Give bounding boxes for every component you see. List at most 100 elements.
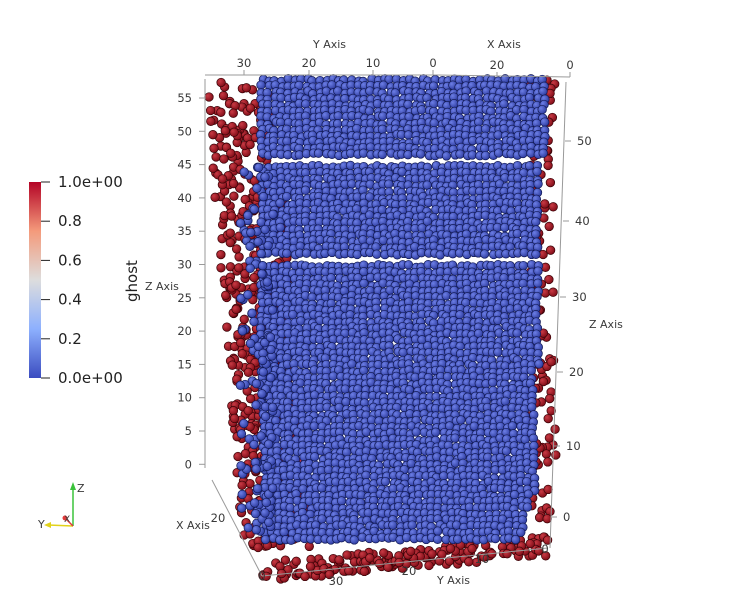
ghost-particle bbox=[525, 539, 535, 549]
left-z-tick-label: 25 bbox=[177, 291, 192, 305]
ghost-particle bbox=[230, 101, 240, 111]
owned-particle bbox=[523, 489, 534, 499]
owned-particle bbox=[249, 439, 259, 450]
ghost-particle bbox=[219, 154, 229, 164]
ghost-particle bbox=[427, 549, 437, 559]
owned-particle bbox=[246, 227, 256, 238]
owned-particle bbox=[379, 409, 390, 419]
orientation-axes-widget[interactable]: Z Y X bbox=[37, 482, 85, 531]
ghost-particle bbox=[544, 221, 554, 232]
ghost-particle bbox=[261, 571, 271, 581]
orientation-z-arrow bbox=[70, 482, 76, 490]
bottom-y-tick-label: 10 bbox=[475, 552, 490, 566]
top-x-axis-title: X Axis bbox=[487, 38, 521, 51]
owned-particle bbox=[480, 150, 491, 161]
ghost-particle bbox=[227, 360, 237, 370]
particle-cloud[interactable] bbox=[204, 73, 561, 584]
ghost-particle bbox=[544, 274, 554, 285]
scalar-bar[interactable]: 1.0e+00 0.8 0.6 0.4 0.2 0.0e+00 ghost bbox=[29, 173, 141, 387]
colorbar-gradient bbox=[29, 182, 41, 378]
owned-particle bbox=[260, 172, 270, 182]
owned-particle bbox=[358, 148, 369, 158]
owned-particle bbox=[417, 223, 427, 233]
ghost-particle bbox=[218, 91, 229, 101]
left-z-tick-label: 15 bbox=[177, 357, 192, 371]
ghost-particle bbox=[245, 103, 256, 113]
bottom-y-axis-title: Y Axis bbox=[436, 574, 470, 587]
owned-particle bbox=[247, 308, 257, 318]
owned-particle bbox=[257, 269, 267, 279]
owned-particle bbox=[243, 290, 253, 300]
owned-particle bbox=[479, 249, 490, 259]
ghost-particle bbox=[379, 548, 389, 558]
ghost-particle bbox=[543, 484, 553, 495]
owned-particle bbox=[512, 328, 522, 338]
ghost-particle bbox=[342, 550, 352, 560]
ghost-particle bbox=[237, 349, 247, 359]
owned-particle bbox=[251, 400, 261, 410]
ghost-particle bbox=[221, 290, 231, 300]
owned-particle bbox=[540, 117, 550, 127]
owned-particle bbox=[333, 111, 343, 121]
owned-particle bbox=[265, 332, 276, 342]
owned-particle bbox=[252, 483, 263, 494]
ghost-particle bbox=[546, 357, 556, 367]
ghost-particle bbox=[383, 562, 393, 572]
owned-particle bbox=[235, 380, 246, 390]
ghost-particle bbox=[231, 280, 241, 290]
owned-particle bbox=[267, 305, 278, 315]
owned-particle bbox=[282, 136, 292, 146]
colorbar-tick-label: 0.6 bbox=[58, 251, 82, 269]
owned-particle bbox=[441, 151, 452, 161]
owned-particle bbox=[516, 527, 526, 537]
owned-particle bbox=[266, 344, 276, 355]
owned-particle bbox=[239, 418, 249, 429]
owned-particle bbox=[377, 149, 387, 160]
ghost-particle bbox=[226, 211, 237, 221]
owned-particle bbox=[301, 248, 312, 258]
ghost-particle bbox=[245, 478, 255, 489]
ghost-particle bbox=[406, 546, 416, 556]
ghost-particle bbox=[437, 549, 447, 559]
owned-particle bbox=[237, 503, 247, 513]
left-z-tick-label: 5 bbox=[185, 424, 192, 438]
ghost-particle bbox=[229, 413, 240, 424]
owned-particle bbox=[336, 533, 347, 543]
owned-particle bbox=[256, 431, 266, 441]
owned-particle bbox=[518, 148, 528, 159]
owned-particle bbox=[268, 483, 278, 493]
ghost-particle bbox=[538, 376, 549, 387]
owned-particle bbox=[252, 183, 262, 193]
ghost-particle bbox=[229, 127, 239, 137]
owned-particle bbox=[236, 461, 246, 471]
owned-particle bbox=[429, 118, 439, 128]
ghost-particle bbox=[220, 126, 230, 136]
owned-particle bbox=[531, 217, 541, 227]
top-y-tick-label: 30 bbox=[237, 56, 252, 70]
ghost-particle bbox=[548, 202, 558, 212]
ghost-particle bbox=[291, 556, 301, 566]
top-x-tick-label: 0 bbox=[566, 58, 573, 72]
owned-particle bbox=[522, 502, 533, 512]
ghost-particle bbox=[542, 514, 552, 524]
owned-particle bbox=[309, 390, 320, 400]
owned-particle bbox=[533, 179, 543, 189]
orientation-y-axis bbox=[47, 524, 74, 527]
ghost-particle bbox=[216, 77, 226, 88]
colorbar-title: ghost bbox=[123, 260, 141, 302]
owned-particle bbox=[401, 532, 412, 543]
owned-particle bbox=[266, 373, 276, 383]
ghost-particle bbox=[534, 512, 545, 523]
ghost-particle bbox=[240, 194, 250, 205]
owned-particle bbox=[235, 218, 246, 228]
owned-particle bbox=[359, 365, 369, 376]
owned-particle bbox=[250, 498, 260, 508]
ghost-particle bbox=[541, 551, 551, 561]
colorbar-tick-label: 0.4 bbox=[58, 291, 82, 309]
left-z-tick-label: 40 bbox=[177, 191, 192, 205]
ghost-particle bbox=[245, 394, 256, 404]
ghost-particle bbox=[546, 406, 556, 416]
owned-particle bbox=[249, 204, 259, 214]
owned-particle bbox=[431, 427, 441, 437]
